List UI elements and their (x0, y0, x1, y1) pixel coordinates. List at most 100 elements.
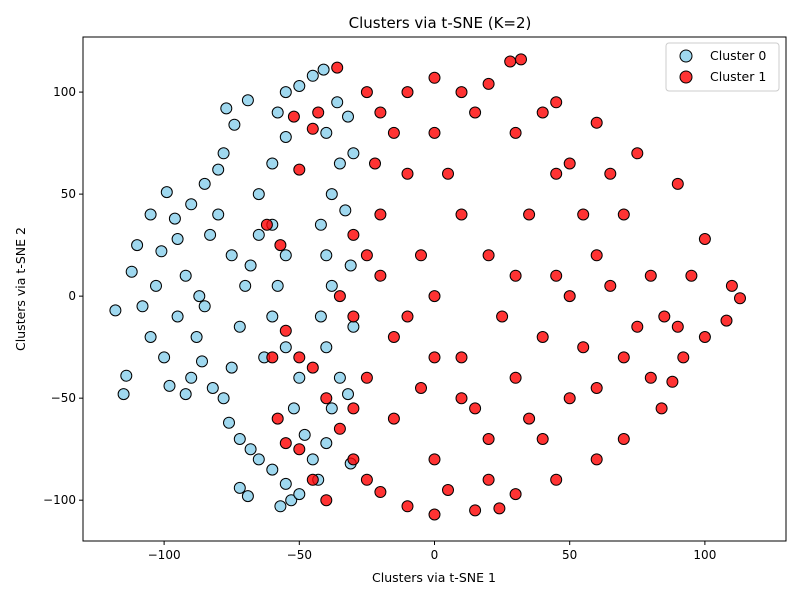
cluster-0-point (279, 249, 292, 262)
cluster-0-point (342, 388, 354, 401)
cluster-1-point (658, 310, 671, 323)
cluster-0-point (306, 453, 319, 466)
cluster-0-point (185, 198, 198, 211)
cluster-1-point (734, 292, 746, 305)
cluster-1-point (271, 412, 284, 425)
cluster-1-point (590, 453, 603, 466)
cluster-0-point (193, 290, 206, 303)
cluster-1-point (469, 504, 482, 517)
cluster-1-point (428, 290, 441, 303)
cluster-0-point (171, 310, 184, 323)
cluster-0-point (160, 186, 173, 199)
cluster-0-point (131, 239, 144, 252)
cluster-0-point (314, 310, 327, 323)
cluster-1-point (720, 314, 733, 327)
cluster-0-point (314, 218, 327, 231)
cluster-1-point (604, 167, 617, 180)
cluster-1-point (685, 269, 698, 282)
cluster-1-point (482, 473, 495, 486)
cluster-1-point (455, 351, 468, 364)
cluster-0-point (293, 80, 306, 92)
cluster-1-point (671, 177, 684, 190)
cluster-1-point (293, 163, 306, 176)
cluster-0-point (225, 361, 238, 374)
cluster-0-point (325, 279, 338, 292)
cluster-0-point (217, 147, 230, 160)
cluster-0-point (333, 157, 346, 170)
cluster-1-point (415, 249, 427, 262)
cluster-1-point (428, 351, 441, 364)
cluster-1-point (401, 167, 414, 180)
cluster-0-point (179, 269, 192, 282)
legend-label-cluster-0: Cluster 0 (710, 48, 766, 63)
cluster-0-point (125, 265, 138, 278)
cluster-1-point (455, 86, 468, 99)
cluster-0-point (279, 86, 292, 99)
y-axis-label: Clusters via t-SNE 2 (13, 227, 28, 351)
cluster-1-point (428, 71, 441, 84)
cluster-0-point (325, 188, 338, 201)
cluster-1-point (469, 402, 482, 415)
cluster-0-point (285, 494, 298, 507)
cluster-0-point (239, 279, 252, 292)
cluster-0-point (333, 371, 346, 384)
cluster-1-point (306, 473, 319, 486)
cluster-1-point (563, 157, 576, 170)
cluster-1-point (374, 106, 387, 119)
cluster-1-point (428, 126, 441, 139)
cluster-1-point (360, 86, 373, 99)
cluster-0-point (233, 320, 246, 333)
y-tick-label: 50 (61, 187, 76, 201)
cluster-1-point (306, 122, 319, 135)
cluster-0-point (144, 208, 157, 221)
cluster-0-point (347, 320, 360, 333)
cluster-1-point (515, 53, 527, 66)
cluster-0-point (325, 402, 338, 415)
cluster-0-point (279, 477, 292, 490)
cluster-1-point (333, 422, 346, 435)
cluster-1-point (677, 351, 690, 364)
cluster-1-point (279, 437, 292, 450)
cluster-1-point (374, 208, 387, 221)
cluster-1-point (509, 269, 522, 282)
cluster-1-point (347, 453, 360, 466)
y-tick-label: 0 (68, 289, 76, 303)
cluster-1-point (455, 208, 468, 221)
cluster-0-point (198, 300, 211, 313)
cluster-1-point (369, 157, 381, 170)
cluster-1-point (401, 310, 414, 323)
cluster-1-point (401, 86, 414, 99)
x-tick-label: 0 (431, 548, 439, 562)
cluster-0-point (204, 228, 217, 241)
cluster-1-point (509, 126, 522, 139)
cluster-0-point (252, 453, 265, 466)
cluster-1-point (577, 341, 590, 354)
x-tick-label: 50 (562, 548, 577, 562)
cluster-1-point (536, 331, 549, 343)
cluster-1-point (617, 351, 630, 364)
cluster-0-point (158, 351, 171, 364)
x-axis-ticks: −100 −50 0 50 100 (148, 541, 716, 562)
cluster-0-point (252, 228, 265, 241)
cluster-0-point (136, 300, 149, 313)
cluster-0-point (287, 402, 300, 415)
cluster-1-point (442, 484, 454, 496)
cluster-0-point (244, 259, 257, 272)
cluster-1-point (320, 392, 333, 405)
cluster-0-point (144, 331, 157, 343)
y-axis-ticks: −100 −50 0 50 100 (43, 85, 83, 507)
cluster-1-point (617, 208, 630, 221)
cluster-1-point (455, 392, 468, 405)
cluster-0-point (339, 204, 352, 217)
cluster-1-point (293, 443, 306, 456)
cluster-0-point (271, 279, 284, 292)
cluster-1-point (590, 382, 603, 394)
cluster-0-point (306, 69, 319, 82)
cluster-1-point (523, 208, 536, 221)
legend-label-cluster-1: Cluster 1 (710, 69, 766, 84)
cluster-1-point (725, 279, 738, 292)
cluster-1-point (331, 61, 344, 74)
cluster-0-point (233, 481, 246, 494)
cluster-1-point (293, 351, 306, 364)
